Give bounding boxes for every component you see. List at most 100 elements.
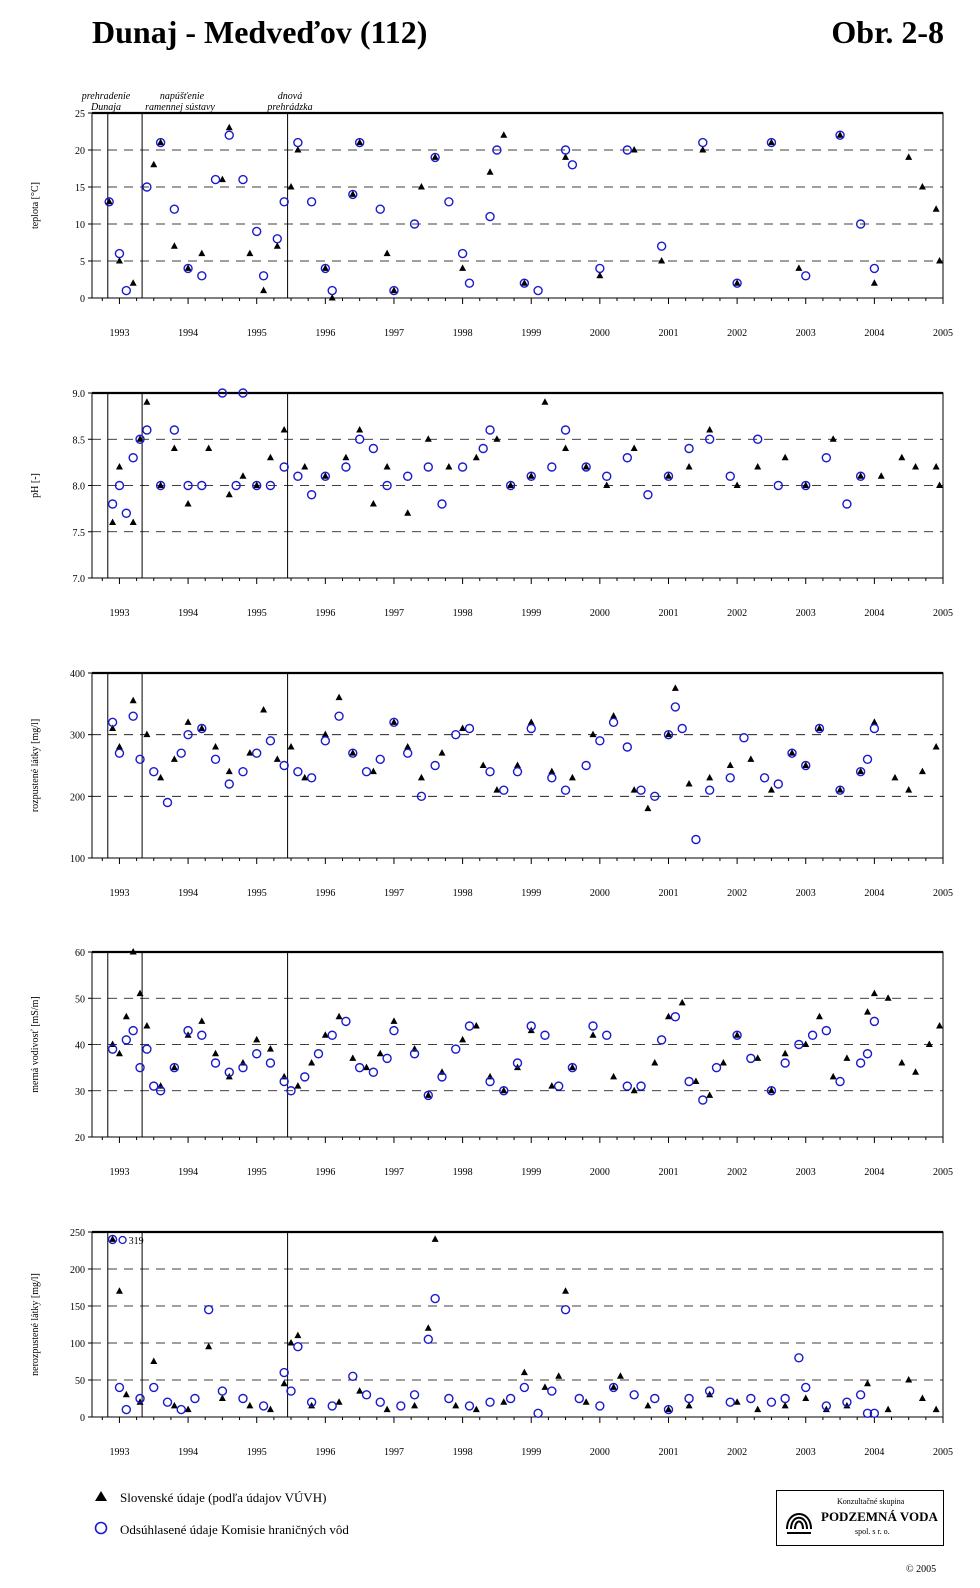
data-point-triangle xyxy=(568,1063,576,1071)
x-tick-label: 2004 xyxy=(864,1447,884,1458)
data-point-circle xyxy=(437,1072,447,1082)
data-point-triangle xyxy=(321,730,329,738)
data-point-circle xyxy=(107,717,118,728)
y-tick-label: 60 xyxy=(75,948,85,959)
data-point-circle xyxy=(210,754,221,765)
x-tick-label: 2000 xyxy=(590,328,610,339)
data-point-triangle xyxy=(870,279,878,286)
data-point-triangle xyxy=(253,481,261,488)
annotation-dam-2: Dunaja xyxy=(90,102,121,113)
data-point-circle xyxy=(869,1408,880,1419)
data-point-circle xyxy=(306,490,317,500)
data-point-circle xyxy=(464,1021,475,1031)
data-point-circle xyxy=(794,1353,804,1363)
data-point-triangle xyxy=(630,786,638,793)
data-point-triangle xyxy=(109,518,117,525)
data-point-triangle xyxy=(754,463,762,470)
data-point-triangle xyxy=(802,1040,810,1047)
data-point-circle xyxy=(389,1025,399,1036)
data-point-triangle xyxy=(417,773,425,781)
data-point-triangle xyxy=(596,271,604,279)
data-point-circle xyxy=(183,480,193,491)
x-tick-label: 2005 xyxy=(933,888,953,899)
data-point-triangle xyxy=(143,730,151,738)
data-point-circle xyxy=(368,443,379,454)
data-point-circle xyxy=(437,499,447,509)
data-point-circle xyxy=(162,1397,173,1407)
x-tick-label: 2004 xyxy=(864,608,884,619)
data-point-circle xyxy=(217,388,228,398)
data-point-circle xyxy=(135,1062,145,1073)
data-point-triangle xyxy=(294,1082,302,1089)
data-point-circle xyxy=(787,748,797,758)
y-tick-label: 8.5 xyxy=(73,435,86,446)
data-point-triangle xyxy=(349,190,357,197)
data-point-circle xyxy=(142,425,152,435)
data-point-triangle xyxy=(129,279,137,286)
x-tick-label: 1995 xyxy=(247,328,267,339)
data-point-triangle xyxy=(699,146,707,153)
data-point-triangle xyxy=(815,724,823,731)
company-logo: Konzultačné skupina PODZEMNÁ VODA spol. … xyxy=(776,1490,944,1546)
x-tick-label: 1996 xyxy=(315,1167,335,1178)
plot-frame xyxy=(91,112,944,299)
data-point-triangle xyxy=(603,481,611,488)
data-point-circle xyxy=(608,717,619,728)
data-point-triangle xyxy=(459,1035,467,1043)
data-point-circle xyxy=(375,204,385,214)
data-point-triangle xyxy=(369,500,377,507)
data-point-triangle xyxy=(932,205,940,212)
data-point-circle xyxy=(574,1393,584,1404)
data-point-triangle xyxy=(342,453,350,461)
data-point-triangle xyxy=(212,743,220,750)
x-tick-label: 1994 xyxy=(178,608,198,619)
data-point-circle xyxy=(526,1021,536,1031)
y-tick-label: 400 xyxy=(70,669,85,680)
data-point-triangle xyxy=(500,1398,508,1405)
y-axis-label: nerozpustené látky [mg/l] xyxy=(30,1273,41,1376)
data-point-circle xyxy=(595,736,605,746)
data-point-triangle xyxy=(479,761,487,768)
data-point-circle xyxy=(396,1401,406,1411)
x-tick-label: 2003 xyxy=(796,1447,816,1458)
y-tick-label: 50 xyxy=(75,994,85,1005)
data-point-triangle xyxy=(520,279,528,286)
data-point-circle xyxy=(835,785,845,795)
x-tick-label: 2005 xyxy=(933,1167,953,1178)
data-point-circle xyxy=(423,1090,433,1101)
off-scale-circle xyxy=(118,1235,127,1245)
data-point-circle xyxy=(457,248,468,259)
data-point-circle xyxy=(238,1062,248,1073)
data-point-triangle xyxy=(733,481,741,488)
data-point-circle xyxy=(361,766,372,777)
x-tick-label: 2001 xyxy=(658,888,678,899)
x-tick-label: 1996 xyxy=(315,608,335,619)
data-point-triangle xyxy=(857,472,865,479)
data-point-circle xyxy=(547,462,557,472)
data-point-triangle xyxy=(459,264,467,271)
x-tick-label: 1993 xyxy=(109,888,129,899)
data-point-circle xyxy=(327,285,337,296)
data-point-circle xyxy=(485,425,495,435)
data-point-circle xyxy=(622,453,633,463)
x-tick-label: 1997 xyxy=(384,888,404,899)
data-point-triangle xyxy=(589,730,597,738)
data-point-circle xyxy=(684,1393,694,1404)
chart-panel-5: 0 50 100 150 200 250 nerozpustené látky [mg/l]… xyxy=(30,1228,953,1458)
data-point-circle xyxy=(869,1016,880,1027)
data-point-circle xyxy=(197,480,207,491)
y-tick-label: 150 xyxy=(70,1302,85,1313)
data-point-circle xyxy=(231,480,241,491)
data-point-circle xyxy=(519,1382,530,1393)
data-point-circle xyxy=(602,471,612,481)
data-point-triangle xyxy=(905,153,913,160)
data-point-triangle xyxy=(610,712,618,719)
data-point-circle xyxy=(286,1086,296,1096)
data-point-circle xyxy=(855,766,866,777)
data-point-triangle xyxy=(150,1357,158,1364)
data-point-triangle xyxy=(781,1049,789,1057)
legend-triangle-label: Slovenské údaje (podľa údajov VÚVH) xyxy=(120,1490,327,1505)
data-point-circle xyxy=(306,1397,317,1407)
data-point-circle xyxy=(485,211,495,222)
data-point-circle xyxy=(684,1076,694,1087)
